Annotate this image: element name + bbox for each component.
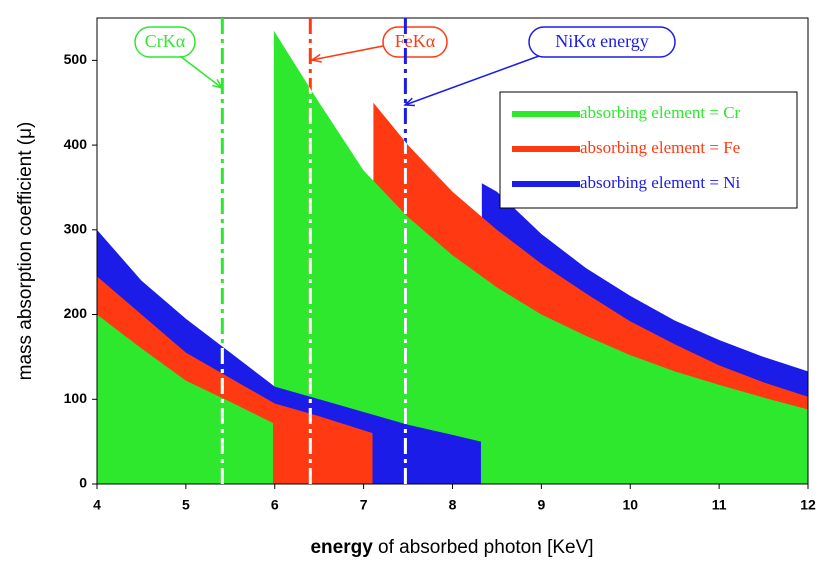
y-tick-label: 400 bbox=[64, 136, 88, 152]
x-tick-label: 12 bbox=[800, 497, 816, 513]
legend-label: absorbing element = Ni bbox=[580, 173, 740, 192]
y-tick-label: 200 bbox=[64, 305, 88, 321]
annotation-arrow bbox=[179, 55, 223, 89]
y-tick-label: 0 bbox=[79, 475, 87, 491]
y-tick-label: 300 bbox=[64, 221, 88, 237]
area bbox=[273, 30, 809, 484]
legend-label: absorbing element = Cr bbox=[580, 103, 741, 122]
x-tick-label: 8 bbox=[449, 497, 457, 513]
arrow-head bbox=[212, 78, 224, 90]
annotation-arrow bbox=[311, 45, 384, 61]
x-axis-label: energy of absorbed photon [KeV] bbox=[310, 537, 593, 558]
y-tick-label: 500 bbox=[64, 51, 88, 67]
x-tick-label: 5 bbox=[182, 497, 190, 513]
area bbox=[97, 314, 273, 484]
y-tick-label: 100 bbox=[64, 390, 88, 406]
x-tick-label: 10 bbox=[622, 497, 638, 513]
annotation-label: CrKα bbox=[145, 31, 186, 51]
arrow-head bbox=[310, 53, 322, 63]
y-axis-label: mass absorption coefficient (μ) bbox=[15, 122, 36, 381]
arrow-head bbox=[403, 97, 416, 107]
x-tick-label: 9 bbox=[537, 497, 545, 513]
annotation-box bbox=[382, 26, 448, 58]
annotation-box bbox=[134, 26, 196, 58]
x-tick-label: 7 bbox=[360, 497, 368, 513]
legend-label: absorbing element = Fe bbox=[580, 138, 740, 157]
x-axis-label-rest: of absorbed photon [KeV] bbox=[378, 537, 594, 558]
annotation-box bbox=[528, 26, 676, 58]
annotation-arrow bbox=[404, 55, 540, 106]
annotation-label: NiKα energy bbox=[555, 31, 649, 51]
x-tick-label: 11 bbox=[712, 497, 727, 513]
x-axis-label-bold: energy bbox=[310, 537, 373, 558]
annotation-label: FeKα bbox=[395, 31, 436, 51]
x-tick-label: 6 bbox=[271, 497, 279, 513]
x-tick-label: 4 bbox=[93, 497, 101, 513]
